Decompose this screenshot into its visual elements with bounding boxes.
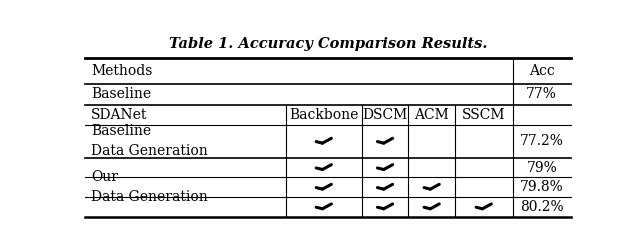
Text: ACM: ACM — [414, 108, 449, 122]
Text: 79.8%: 79.8% — [520, 180, 564, 194]
Text: 80.2%: 80.2% — [520, 200, 564, 214]
Text: SDANet: SDANet — [91, 108, 147, 122]
Text: SSCM: SSCM — [462, 108, 506, 122]
Text: 77.2%: 77.2% — [520, 134, 564, 148]
Text: Backbone: Backbone — [289, 108, 358, 122]
Text: DSCM: DSCM — [362, 108, 408, 122]
Text: 79%: 79% — [527, 160, 557, 174]
Text: 77%: 77% — [526, 88, 557, 102]
Text: Acc: Acc — [529, 64, 555, 78]
Text: Baseline
Data Generation: Baseline Data Generation — [91, 124, 207, 158]
Text: Baseline: Baseline — [91, 88, 151, 102]
Text: Methods: Methods — [91, 64, 152, 78]
Text: Table 1. Accuracy Comparison Results.: Table 1. Accuracy Comparison Results. — [169, 37, 487, 51]
Text: Our
Data Generation: Our Data Generation — [91, 170, 207, 204]
